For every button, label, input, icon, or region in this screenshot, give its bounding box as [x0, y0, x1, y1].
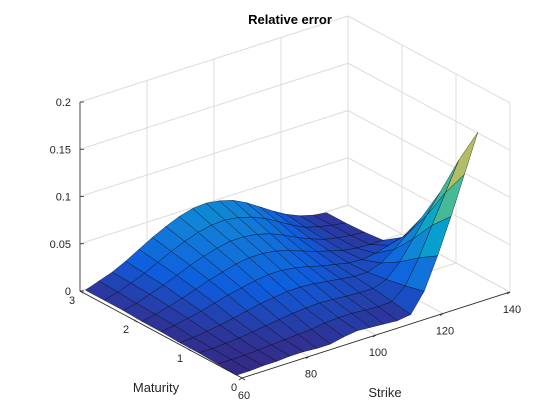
- y-tick-mark: [242, 378, 245, 380]
- x-tick-label: 140: [503, 304, 521, 316]
- surface-plot: [85, 132, 477, 375]
- x-tick-label: 120: [436, 326, 454, 338]
- x-tick-mark: [239, 378, 242, 380]
- y-tick-label: 0: [231, 382, 237, 394]
- x-tick-label: 80: [305, 369, 317, 381]
- sidewall-gridline-z: [348, 16, 510, 103]
- y-tick-label: 2: [123, 324, 129, 336]
- x-axis-label: Strike: [368, 385, 401, 400]
- z-tick-label: 0.2: [56, 97, 71, 109]
- chart-title: Relative error: [248, 12, 332, 27]
- y-axis-label: Maturity: [133, 380, 180, 395]
- z-tick-label: 0.05: [50, 239, 71, 251]
- x-tick-label: 60: [238, 390, 250, 402]
- y-tick-label: 1: [177, 353, 183, 365]
- z-tick-label: 0.1: [56, 192, 71, 204]
- x-tick-label: 100: [369, 347, 387, 359]
- z-tick-label: 0.15: [50, 144, 71, 156]
- sidewall-gridline-z: [348, 111, 510, 198]
- sidewall-gridline-z: [348, 63, 510, 150]
- z-tick-label: 0: [65, 286, 71, 298]
